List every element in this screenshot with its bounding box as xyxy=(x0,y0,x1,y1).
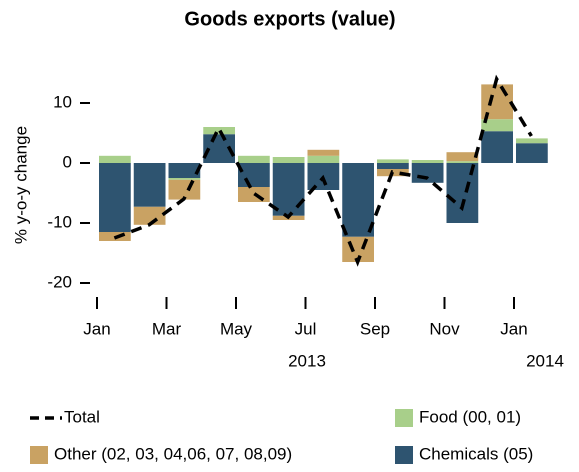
bar-segment xyxy=(168,178,201,180)
x-tick-label: Nov xyxy=(429,319,460,338)
bar-segment xyxy=(307,149,340,156)
bar-segment xyxy=(516,143,548,163)
bar-segment xyxy=(99,155,131,163)
legend-swatch xyxy=(30,446,48,464)
total-line xyxy=(113,74,533,267)
bar-segment xyxy=(516,138,548,144)
x-tick-label: Jan xyxy=(500,319,527,338)
x-tick-label: May xyxy=(220,319,253,338)
bar-segment xyxy=(446,152,479,162)
bar-segment xyxy=(133,206,166,225)
bar-segment xyxy=(481,131,513,163)
bar-segment xyxy=(307,155,340,163)
x-tick-label: Jan xyxy=(83,319,110,338)
bar-segment xyxy=(377,159,409,163)
bar-segment xyxy=(238,155,270,163)
bar-segment xyxy=(238,163,270,187)
legend-label: Chemicals (05) xyxy=(419,444,533,463)
bar-segment xyxy=(342,163,374,237)
y-tick-label: 10 xyxy=(53,92,72,111)
y-axis-label: % y-o-y change xyxy=(11,126,30,244)
legend-swatch xyxy=(395,446,413,464)
year-label: 2014 xyxy=(526,351,564,370)
chart-title: Goods exports (value) xyxy=(184,8,395,30)
x-tick-label: Jul xyxy=(295,319,317,338)
legend-label: Total xyxy=(64,407,100,426)
y-tick-label: -10 xyxy=(47,212,72,231)
x-tick-label: Sep xyxy=(360,319,390,338)
bar-segment xyxy=(377,163,409,169)
bar-segment xyxy=(411,163,444,183)
bar-segment xyxy=(133,163,166,207)
bar-segment xyxy=(446,161,479,163)
bar-segment xyxy=(203,127,235,135)
year-label: 2013 xyxy=(288,351,326,370)
x-tick-label: Mar xyxy=(152,319,182,338)
y-tick-label: 0 xyxy=(63,152,72,171)
bar-segment xyxy=(411,160,444,163)
legend-label: Other (02, 03, 04,06, 07, 08,09) xyxy=(54,444,292,463)
bar-segment xyxy=(481,119,513,132)
y-tick-label: -20 xyxy=(47,272,72,291)
bar-segment xyxy=(168,163,201,178)
legend-label: Food (00, 01) xyxy=(419,407,521,426)
bar-segment xyxy=(446,163,479,223)
legend-swatch xyxy=(395,409,413,427)
bar-segment xyxy=(272,157,305,163)
bar-segment xyxy=(99,163,131,232)
